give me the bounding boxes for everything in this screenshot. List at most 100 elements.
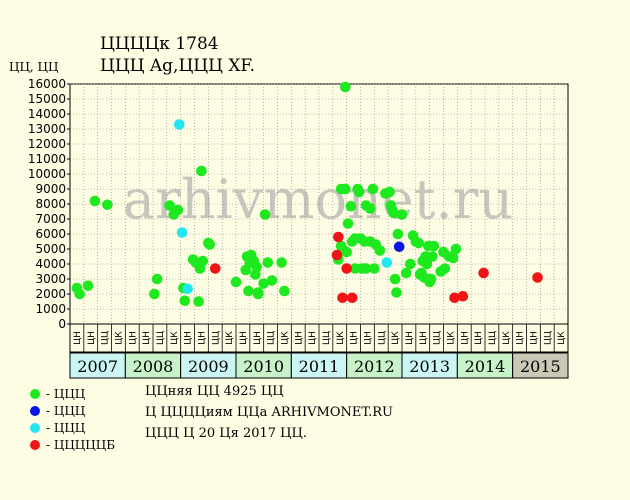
slot-label: ЦК [557,331,567,345]
year-label: 2009 [188,357,229,376]
data-point [259,209,271,220]
slot-label: ЦН [87,331,97,345]
note-line: ЦЦЦ Ц 20 Ця 2017 ЦЦ. [145,426,307,441]
year-label: 2012 [354,357,395,376]
slot-label: ЦН [474,331,484,345]
y-tick-label: 6000 [35,227,66,241]
y-tick-label: 13000 [28,122,66,136]
data-point [413,237,424,249]
year-band [512,352,569,379]
data-point [164,200,175,211]
year-label: 2011 [299,357,340,376]
slot-label: ЦЦ [267,331,277,345]
data-point [374,245,386,256]
data-point [102,199,113,211]
data-point [425,273,437,285]
data-point [405,258,416,270]
watermark-text: arhivmonet.ru [123,168,513,231]
data-point [391,287,402,298]
slot-label: ЦК [280,331,290,345]
data-point [258,278,269,289]
data-point [439,263,451,274]
data-point [193,296,204,307]
data-point [337,292,348,304]
data-point [173,119,185,130]
notes-block: ЦЦняя ЦЦ 4925 ЦЦ Ц ЦЦЦЦиям ЦЦа ARHIVMONE… [145,381,393,444]
legend-label: - ЦЦЦ [46,386,86,401]
data-point [179,295,191,307]
data-point [230,276,242,288]
data-point [341,263,352,274]
slot-label: ЦК [446,331,456,345]
data-point [172,204,184,216]
y-tick-label: 15000 [28,92,66,106]
data-point [384,186,395,198]
data-point [360,263,372,274]
slot-label: ЦН [128,331,138,345]
data-point [149,288,160,300]
y-tick-label: 14000 [28,107,66,121]
data-point [421,258,433,270]
slot-label: ЦН [460,331,470,345]
year-label: 2014 [465,357,506,376]
data-point [82,280,94,292]
legend-label: - ЦЦЦ [46,403,86,418]
data-point [266,275,278,286]
slot-label: ЦК [114,331,124,345]
data-point [196,165,207,177]
data-point [447,252,459,264]
legend-label: - ЦЦЦ [46,420,86,435]
data-point [209,263,221,274]
data-point [251,261,263,273]
data-point [341,246,352,258]
year-band [290,352,348,379]
slot-label: ЦК [170,331,180,345]
data-point [262,257,274,268]
data-point [89,195,101,207]
y-tick-label: 11000 [28,152,66,166]
slot-label: ЦН [350,331,360,345]
data-point [450,243,462,255]
slot-label: ЦК [225,331,235,345]
slot-label: ЦН [529,331,539,345]
legend: - ЦЦЦ - ЦЦЦ - ЦЦЦ - ЦЦЦЦЦБ [30,385,115,453]
data-point [197,255,209,267]
data-point [339,81,351,93]
legend-label: - ЦЦЦЦЦБ [46,437,116,452]
data-point [369,263,380,274]
slot-label: ЦЦ [377,331,387,345]
slot-label: ЦК [391,331,401,345]
slot-label: ЦН [253,331,263,345]
data-point [389,273,401,285]
slot-label: ЦЦ [488,331,498,345]
y-tick-label: 5000 [35,242,66,256]
data-point [449,292,460,304]
data-point [388,207,400,219]
slot-label: ЦН [308,331,318,345]
data-point [427,251,438,262]
data-point [252,288,264,300]
data-point [381,257,393,268]
year-label: 2015 [520,357,561,376]
data-point [457,290,469,302]
slot-label: ЦН [294,331,304,345]
y-tick-label: 10000 [28,167,66,181]
data-point [176,227,188,238]
data-point [74,288,85,300]
y-tick-label: 8000 [35,197,66,211]
data-point [243,285,254,297]
year-band [69,352,126,379]
slot-label: ЦН [239,331,249,345]
slot-label: ЦЦ [433,331,443,345]
slot-label: ЦН [516,331,526,345]
data-point [393,241,405,253]
data-point [428,240,440,252]
year-label: 2008 [133,357,174,376]
slot-label: ЦН [142,331,152,345]
slot-label: ЦН [419,331,429,345]
slot-label: ЦЦ [322,331,332,345]
y-tick-label: 3000 [35,272,66,286]
slot-label: ЦЦ [101,331,111,345]
slot-label: ЦЦ [156,331,166,345]
